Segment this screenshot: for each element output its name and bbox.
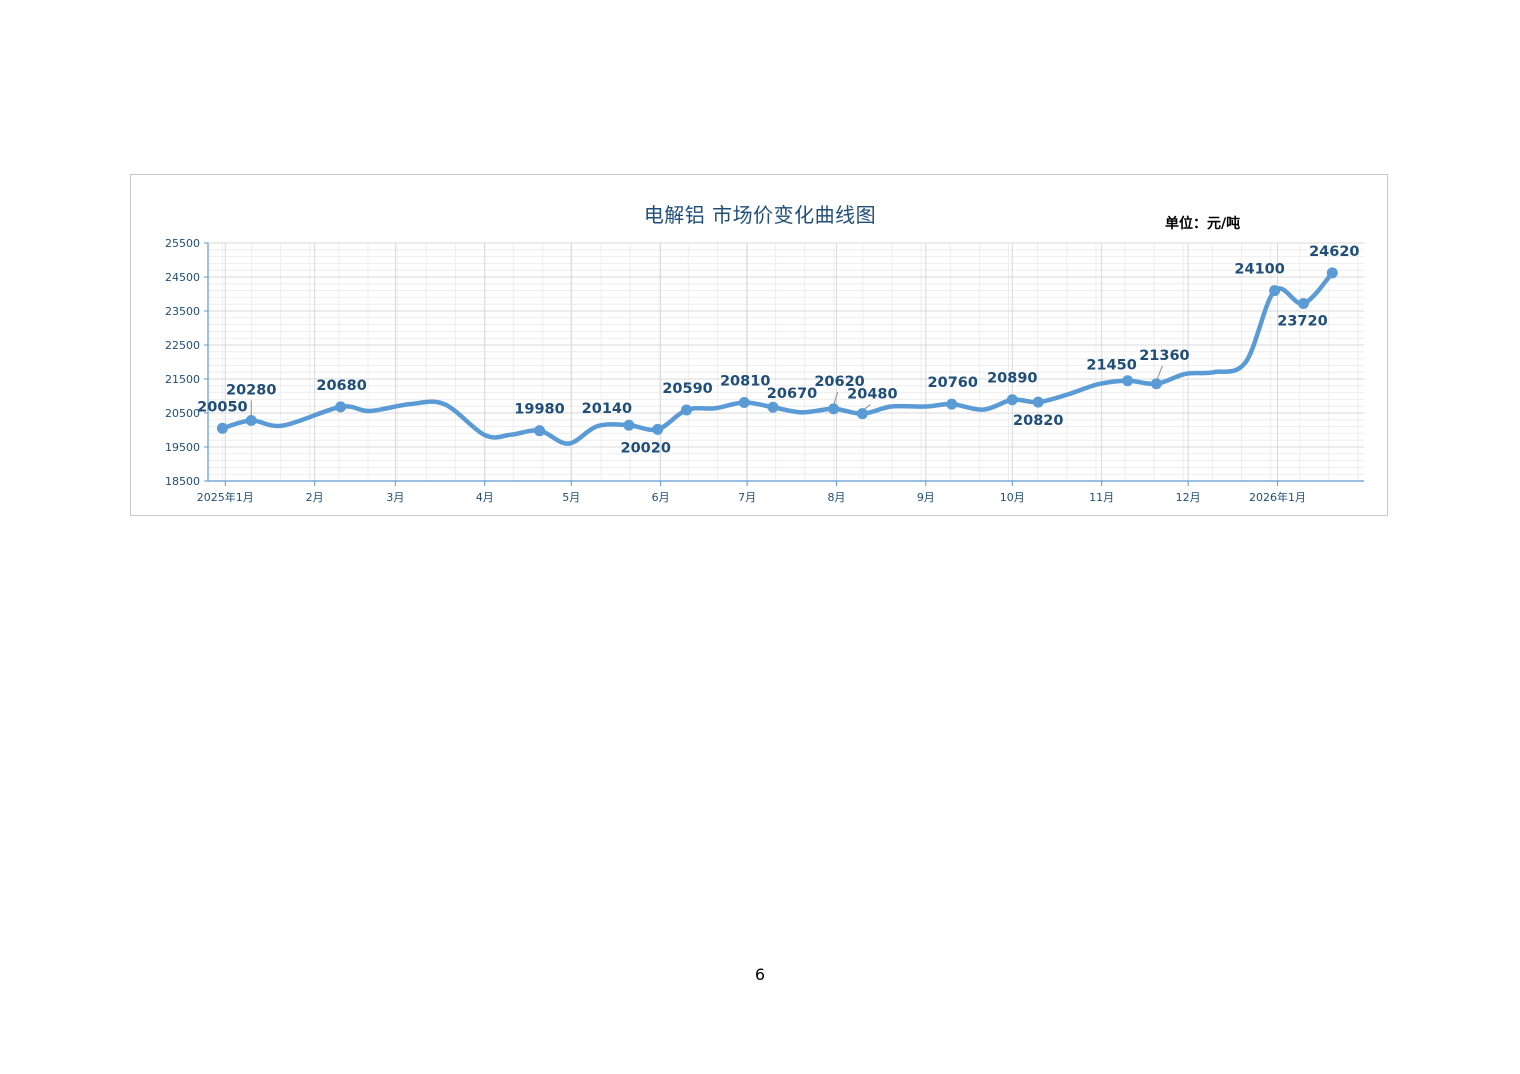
x-tick-label: 2025年1月 [197,490,254,504]
data-point [1297,298,1309,310]
label-leader-line [1155,365,1163,381]
x-tick-label: 2月 [306,491,324,504]
data-point [1032,396,1044,408]
x-tick-label: 4月 [476,491,494,504]
data-label: 23720 [1277,314,1327,330]
data-label: 20590 [662,381,712,397]
data-label: 20760 [928,375,978,391]
data-markers [216,267,1338,437]
y-tick-label: 19500 [165,441,200,454]
data-point [1269,285,1281,297]
data-label: 19980 [514,402,564,418]
data-point [1006,394,1018,406]
x-tick-label: 5月 [562,491,580,504]
line-chart: 18500 19500 20500 21500 22500 23500 24500 25500… [165,237,1364,504]
data-point [652,423,664,435]
data-point [681,404,693,416]
y-tick-label: 23500 [165,305,200,318]
y-tick-labels: 18500 19500 20500 21500 22500 23500 24500 25500 [165,237,200,488]
data-point [1326,267,1338,279]
data-label: 20480 [847,387,897,403]
axes [204,242,1364,486]
data-label: 20280 [226,382,276,398]
data-label: 20820 [1013,413,1063,429]
data-point [767,401,779,413]
x-tick-label: 11月 [1089,491,1114,504]
data-label: 20020 [620,440,670,456]
data-point [335,401,347,413]
y-tick-label: 24500 [165,271,200,284]
data-label: 21450 [1086,358,1136,374]
chart-title: 电解铝 市场价变化曲线图 [643,203,877,227]
data-label: 24100 [1234,262,1284,278]
x-tick-label: 3月 [386,491,404,504]
chart-frame: 18500 19500 20500 21500 22500 23500 24500 25500… [130,174,1388,516]
y-tick-label: 18500 [165,475,200,488]
x-tick-label: 8月 [827,491,845,504]
data-point [856,408,868,420]
data-point [1122,375,1134,387]
data-point [738,396,750,408]
y-tick-label: 20500 [165,407,200,420]
x-tick-label: 7月 [738,491,756,504]
x-tick-label: 10月 [1000,491,1025,504]
label-leader-lines [250,365,1163,418]
y-tick-label: 22500 [165,339,200,352]
data-point [245,414,257,426]
unit-label: 单位：元/吨 [1165,216,1241,232]
data-point [946,398,958,410]
data-label: 20680 [316,378,366,394]
x-tick-label: 6月 [652,491,670,504]
x-tick-label: 2026年1月 [1249,490,1306,504]
data-label: 20810 [720,373,770,389]
grid [208,242,1364,482]
data-label: 20670 [767,386,817,402]
data-point [216,422,228,434]
data-label: 24620 [1309,244,1359,260]
data-point [828,403,840,415]
page-number: 6 [754,965,766,984]
x-tick-label: 12月 [1176,491,1201,504]
data-point [623,419,635,431]
y-tick-label: 25500 [165,237,200,250]
data-label: 20620 [814,374,864,390]
x-tick-label: 9月 [917,491,935,504]
data-point [1150,378,1162,390]
y-tick-label: 21500 [165,373,200,386]
data-label: 20050 [197,399,247,415]
data-label: 20140 [582,401,632,417]
x-tick-labels: 2025年1月 2月 3月 4月 5月 6月 7月 8月 9月 10月 11月 12月 2026年1月 [197,490,1306,504]
data-point [534,425,546,437]
data-label: 20890 [987,371,1037,387]
data-label: 21360 [1139,348,1189,364]
